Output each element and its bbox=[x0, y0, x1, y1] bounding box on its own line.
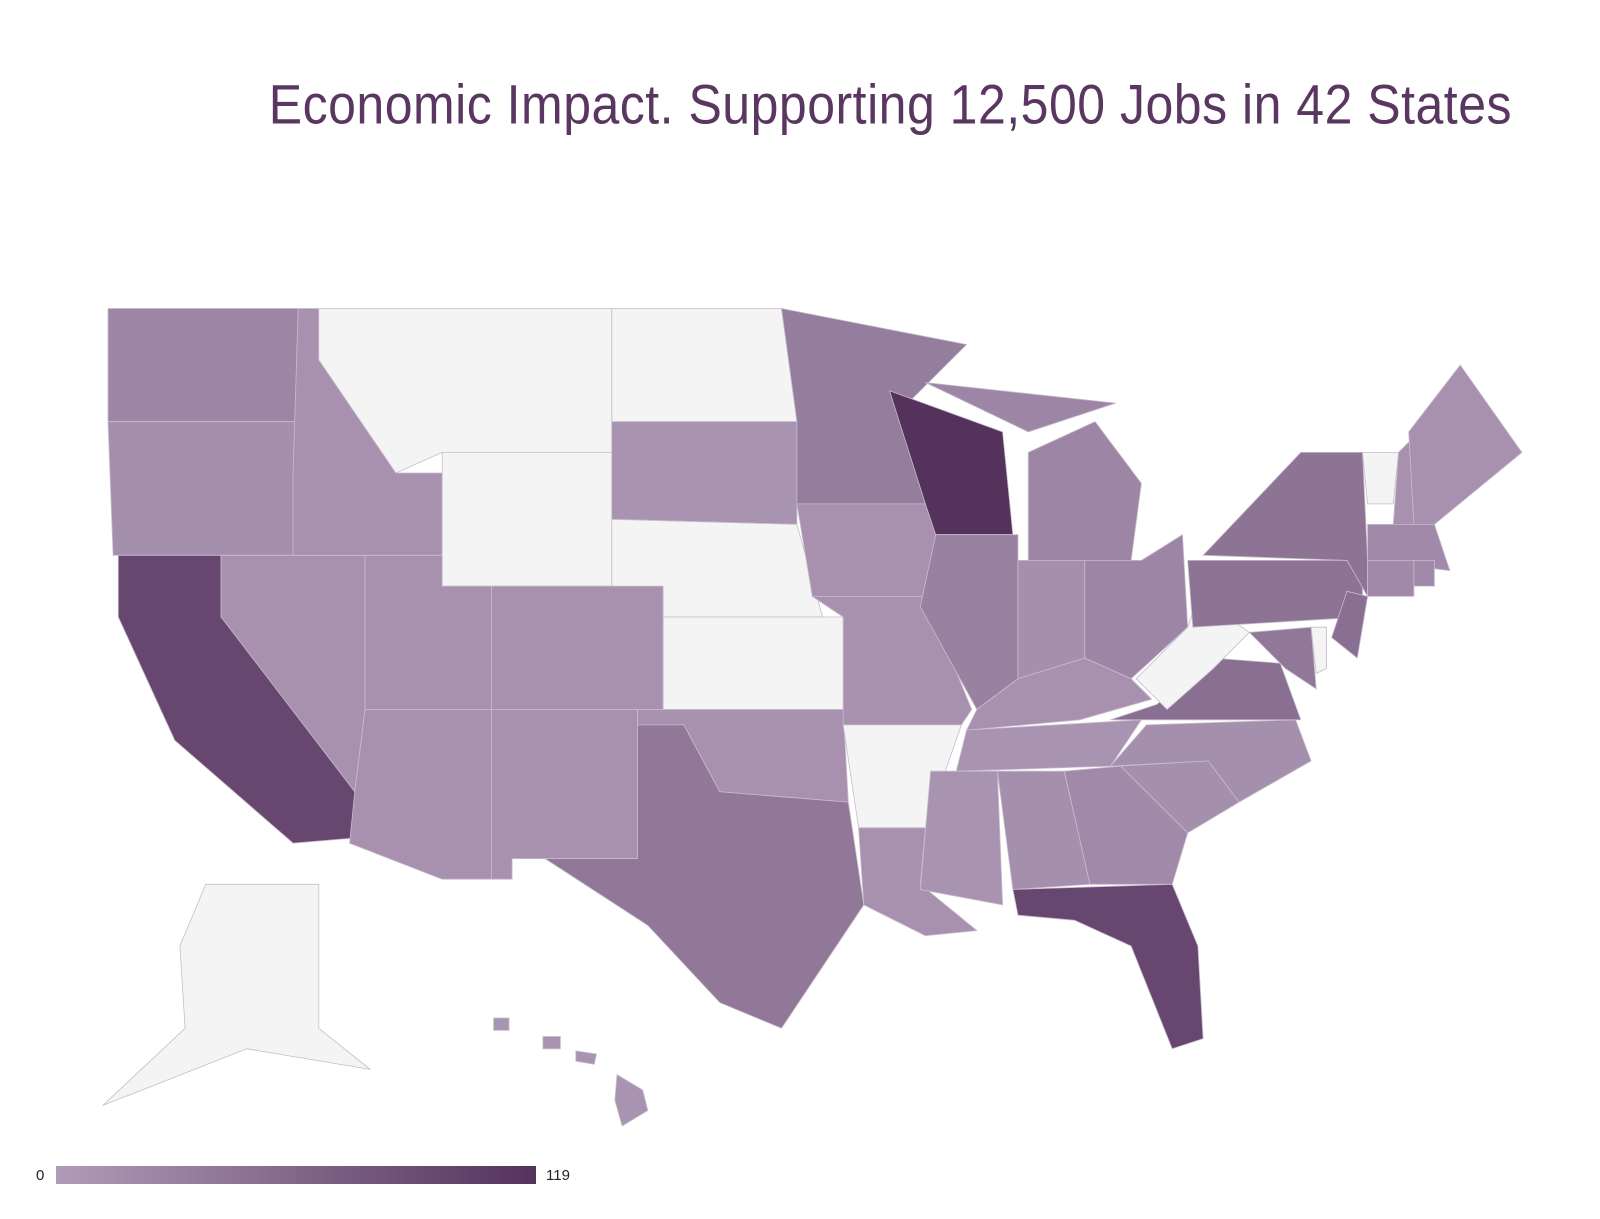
state-region bbox=[1027, 421, 1142, 561]
state-region bbox=[1110, 657, 1302, 721]
state-region bbox=[1063, 765, 1189, 885]
state-region bbox=[1012, 883, 1204, 1050]
state-region bbox=[1367, 560, 1415, 597]
color-scale bbox=[56, 1166, 536, 1184]
state-region bbox=[611, 421, 798, 525]
state-region bbox=[662, 616, 844, 710]
state-region bbox=[1331, 590, 1369, 659]
state-region bbox=[107, 421, 299, 556]
state-region bbox=[543, 724, 865, 1029]
state-region bbox=[1248, 626, 1317, 690]
scale-min-label: 0 bbox=[36, 1167, 44, 1184]
state-region bbox=[1187, 560, 1363, 628]
state-region bbox=[919, 770, 1004, 906]
state-region bbox=[491, 585, 664, 710]
state-region bbox=[107, 308, 299, 423]
state-region bbox=[493, 1017, 510, 1031]
state-region bbox=[1362, 451, 1399, 505]
state-region bbox=[441, 451, 613, 587]
state-region bbox=[925, 382, 1116, 433]
state-region bbox=[1408, 364, 1523, 525]
state-region bbox=[965, 657, 1153, 731]
state-region bbox=[491, 709, 638, 880]
state-region bbox=[349, 709, 492, 880]
state-region bbox=[611, 308, 798, 423]
state-region bbox=[575, 1050, 597, 1065]
scale-max-label: 119 bbox=[546, 1167, 570, 1184]
state-region bbox=[1109, 719, 1312, 803]
state-region bbox=[1367, 524, 1451, 572]
state-region bbox=[542, 1036, 561, 1050]
state-region bbox=[614, 1073, 649, 1127]
state-region bbox=[1413, 560, 1435, 587]
map-title: Economic Impact. Supporting 12,500 Jobs … bbox=[269, 74, 1512, 136]
state-region bbox=[1310, 626, 1327, 675]
state-region bbox=[102, 883, 372, 1106]
